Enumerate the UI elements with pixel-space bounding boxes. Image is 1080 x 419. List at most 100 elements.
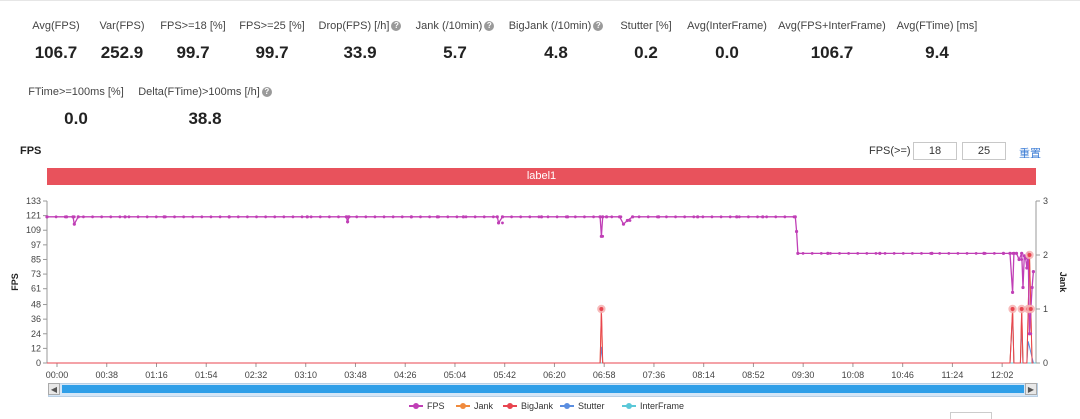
scroll-left-button[interactable]: ◀ (48, 383, 60, 395)
fps-point (300, 215, 304, 219)
fps-point (719, 215, 723, 219)
fps-point (794, 229, 799, 234)
fps-point (625, 218, 629, 223)
fps-point (273, 215, 277, 219)
x-tick-label: 10:08 (842, 370, 865, 380)
fps-point (162, 215, 166, 219)
fps-point (621, 222, 626, 226)
help-icon[interactable]: ? (261, 87, 272, 97)
top-divider (0, 0, 1080, 1)
fps-point (1022, 254, 1026, 258)
fps-point (617, 215, 622, 219)
fps-point (154, 215, 158, 219)
fps-point (355, 215, 359, 219)
fps-point (510, 215, 513, 219)
y-tick-label: 36 (31, 314, 41, 324)
fps-point (539, 215, 544, 219)
x-tick-label: 03:10 (294, 370, 317, 380)
metric-value: 0.0 (64, 109, 88, 128)
metric-value: 4.8 (544, 43, 568, 62)
fps-point (64, 215, 69, 219)
help-icon[interactable]: ? (484, 21, 495, 31)
metric-row1-9: Avg(FPS+InterFrame) 106.7 (752, 16, 912, 63)
metric-value: 38.8 (188, 109, 222, 128)
fps-point (1012, 251, 1016, 255)
fps-point (810, 251, 814, 255)
fps-point (419, 215, 422, 219)
fps-point (892, 251, 896, 255)
fps-point (337, 215, 340, 219)
metric-row1-6: BigJank (/10min)? 4.8 (476, 16, 636, 63)
x-tick-label: 03:48 (344, 370, 367, 380)
fps-point (965, 251, 969, 255)
fps-point (610, 215, 614, 219)
y-tick-label: 12 (31, 343, 41, 353)
fps-point (901, 251, 905, 255)
x-tick-label: 05:04 (444, 370, 467, 380)
metric-label: Stutter [%] (620, 20, 672, 32)
fps-point (428, 215, 431, 219)
y-tick-label: 48 (31, 300, 41, 310)
legend-swatch (622, 403, 636, 409)
fps-point (400, 215, 404, 219)
legend-swatch (560, 403, 574, 409)
legend-label: FPS (427, 401, 445, 411)
fps-point (200, 215, 204, 219)
fps-point (123, 215, 127, 219)
metric-row2-0: FTime>=100ms [%] 0.0 (0, 82, 156, 129)
y-tick-label: 109 (26, 225, 41, 235)
fps-point (765, 215, 769, 219)
fps-threshold-high-input[interactable]: 25 (962, 142, 1006, 160)
fps-point (91, 215, 94, 219)
time-range-scroll-thumb[interactable] (62, 385, 1024, 393)
metric-row1-8: Avg(InterFrame) 0.0 (647, 16, 807, 63)
fps-point (646, 215, 650, 219)
x-tick-label: 00:00 (46, 370, 69, 380)
legend-item-interframe[interactable]: InterFrame (622, 401, 684, 411)
legend-item-bigjank[interactable]: BigJank (503, 401, 553, 411)
fps-point (344, 215, 348, 219)
fps-point (537, 215, 541, 219)
help-icon[interactable]: ? (391, 21, 402, 31)
y2-tick-label: 3 (1043, 196, 1048, 206)
legend-item-stutter[interactable]: Stutter (560, 401, 605, 411)
y-tick-label: 73 (31, 269, 41, 279)
fps-point (865, 251, 869, 255)
legend-label: BigJank (521, 401, 554, 411)
fps-point (657, 215, 661, 219)
reset-button[interactable]: 重置 (1019, 148, 1041, 160)
fps-point (546, 215, 550, 219)
fps-point (756, 215, 759, 219)
jank-point (1027, 253, 1032, 257)
fps-threshold-low-input[interactable]: 18 (913, 142, 957, 160)
fps-point (309, 215, 313, 219)
metric-label: Var(FPS) (99, 20, 145, 32)
fps-point (72, 222, 76, 226)
fps-point (305, 215, 309, 219)
fps-point (1031, 270, 1035, 274)
fps-point (45, 215, 49, 219)
legend-swatch (409, 403, 423, 409)
fps-point (236, 215, 240, 219)
fps-point (482, 215, 486, 219)
fps-point (100, 215, 104, 219)
x-tick-label: 01:54 (195, 370, 218, 380)
fps-point (783, 215, 787, 219)
fps-point (701, 215, 705, 219)
label-bar[interactable]: label1 (47, 168, 1036, 185)
fps-point (920, 251, 923, 255)
fps-point (327, 215, 331, 219)
fps-point (136, 215, 140, 219)
metric-value: 0.0 (715, 43, 739, 62)
metric-label: Delta(FTime)>100ms [/h]? (138, 86, 272, 98)
legend-item-jank[interactable]: Jank (456, 401, 493, 411)
scroll-right-button[interactable]: ▶ (1025, 383, 1037, 395)
y-tick-label: 97 (31, 240, 41, 250)
help-icon[interactable]: ? (593, 21, 604, 31)
fps-point (696, 215, 700, 219)
fps-point (747, 215, 750, 219)
legend-item-fps[interactable]: FPS (409, 401, 445, 411)
y2-tick-label: 1 (1043, 304, 1048, 314)
y-tick-label: 121 (26, 211, 41, 221)
fps-point (127, 215, 131, 219)
